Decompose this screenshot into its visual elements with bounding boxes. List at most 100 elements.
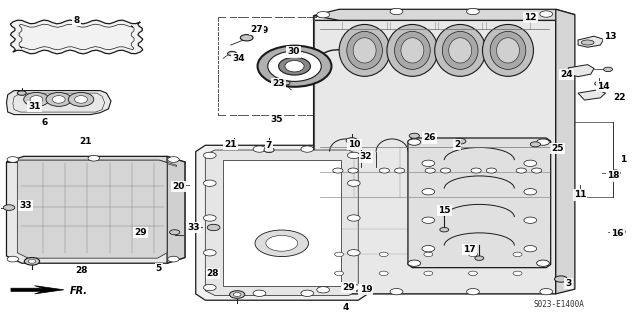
Ellipse shape [380, 252, 388, 256]
Text: 28: 28 [75, 266, 87, 275]
Text: 3: 3 [565, 279, 572, 288]
Ellipse shape [524, 160, 537, 167]
Text: 35: 35 [271, 115, 283, 123]
Text: 20: 20 [172, 182, 185, 191]
Ellipse shape [409, 133, 419, 138]
Ellipse shape [595, 81, 604, 86]
Ellipse shape [531, 142, 540, 147]
Ellipse shape [401, 38, 424, 63]
Text: 21: 21 [79, 137, 92, 146]
Ellipse shape [604, 67, 612, 71]
Polygon shape [11, 286, 64, 294]
Text: 32: 32 [360, 152, 372, 161]
Text: 11: 11 [573, 190, 586, 199]
Text: 5: 5 [156, 264, 162, 273]
Ellipse shape [207, 224, 220, 231]
Text: 16: 16 [611, 229, 624, 238]
Ellipse shape [524, 189, 537, 195]
Ellipse shape [390, 8, 403, 15]
Text: 4: 4 [342, 303, 349, 312]
Polygon shape [567, 65, 594, 77]
Ellipse shape [524, 217, 537, 223]
Ellipse shape [30, 96, 43, 103]
Ellipse shape [475, 256, 484, 260]
Text: 23: 23 [273, 79, 285, 88]
Text: 33: 33 [188, 223, 200, 232]
Ellipse shape [268, 51, 321, 81]
Polygon shape [223, 160, 341, 286]
Ellipse shape [575, 189, 584, 194]
Ellipse shape [335, 271, 344, 276]
Ellipse shape [537, 139, 549, 145]
Ellipse shape [359, 152, 368, 156]
Ellipse shape [497, 38, 520, 63]
Ellipse shape [3, 205, 15, 211]
Ellipse shape [537, 260, 549, 266]
Text: 9: 9 [261, 26, 268, 35]
Ellipse shape [335, 252, 344, 256]
Text: 19: 19 [360, 285, 372, 294]
Ellipse shape [387, 25, 438, 76]
Text: 14: 14 [597, 82, 610, 91]
Text: 31: 31 [28, 102, 41, 111]
Ellipse shape [204, 152, 216, 159]
Ellipse shape [170, 230, 180, 235]
Ellipse shape [513, 252, 522, 256]
Ellipse shape [516, 168, 527, 173]
Ellipse shape [394, 168, 404, 173]
Ellipse shape [540, 11, 552, 17]
Ellipse shape [348, 285, 360, 291]
Ellipse shape [454, 138, 466, 144]
Text: 24: 24 [560, 70, 573, 79]
Ellipse shape [440, 227, 449, 232]
Ellipse shape [75, 96, 88, 103]
Ellipse shape [467, 288, 479, 295]
Text: 12: 12 [524, 13, 536, 22]
Polygon shape [408, 138, 550, 268]
Text: 18: 18 [607, 171, 620, 181]
Ellipse shape [554, 276, 567, 282]
Ellipse shape [317, 11, 330, 18]
Ellipse shape [390, 288, 403, 295]
Ellipse shape [28, 259, 36, 263]
Ellipse shape [24, 93, 49, 106]
Ellipse shape [581, 40, 594, 45]
Ellipse shape [380, 271, 388, 276]
Ellipse shape [339, 25, 390, 76]
Polygon shape [17, 160, 177, 167]
Ellipse shape [408, 139, 420, 145]
Ellipse shape [88, 155, 100, 161]
Polygon shape [205, 150, 358, 295]
Text: 13: 13 [604, 32, 616, 41]
Ellipse shape [425, 168, 435, 173]
Ellipse shape [241, 34, 253, 41]
Ellipse shape [532, 168, 541, 173]
Text: 27: 27 [250, 25, 262, 34]
Ellipse shape [471, 168, 481, 173]
Polygon shape [6, 156, 185, 163]
Ellipse shape [540, 288, 552, 295]
Ellipse shape [68, 93, 94, 106]
Polygon shape [578, 90, 605, 100]
Text: 28: 28 [207, 269, 219, 278]
Ellipse shape [234, 293, 241, 296]
Ellipse shape [348, 215, 360, 221]
Ellipse shape [422, 189, 435, 195]
Ellipse shape [230, 291, 245, 298]
Ellipse shape [346, 138, 358, 143]
Ellipse shape [424, 252, 433, 256]
Ellipse shape [353, 38, 376, 63]
Ellipse shape [422, 246, 435, 252]
Ellipse shape [253, 146, 266, 152]
Polygon shape [578, 36, 604, 47]
Polygon shape [6, 162, 185, 263]
Polygon shape [196, 145, 368, 300]
Ellipse shape [468, 252, 477, 256]
Ellipse shape [440, 168, 451, 173]
Ellipse shape [264, 147, 274, 152]
Text: 21: 21 [225, 140, 237, 149]
Text: 25: 25 [552, 144, 564, 153]
Ellipse shape [266, 235, 298, 251]
Text: 29: 29 [134, 228, 147, 237]
Ellipse shape [467, 8, 479, 15]
